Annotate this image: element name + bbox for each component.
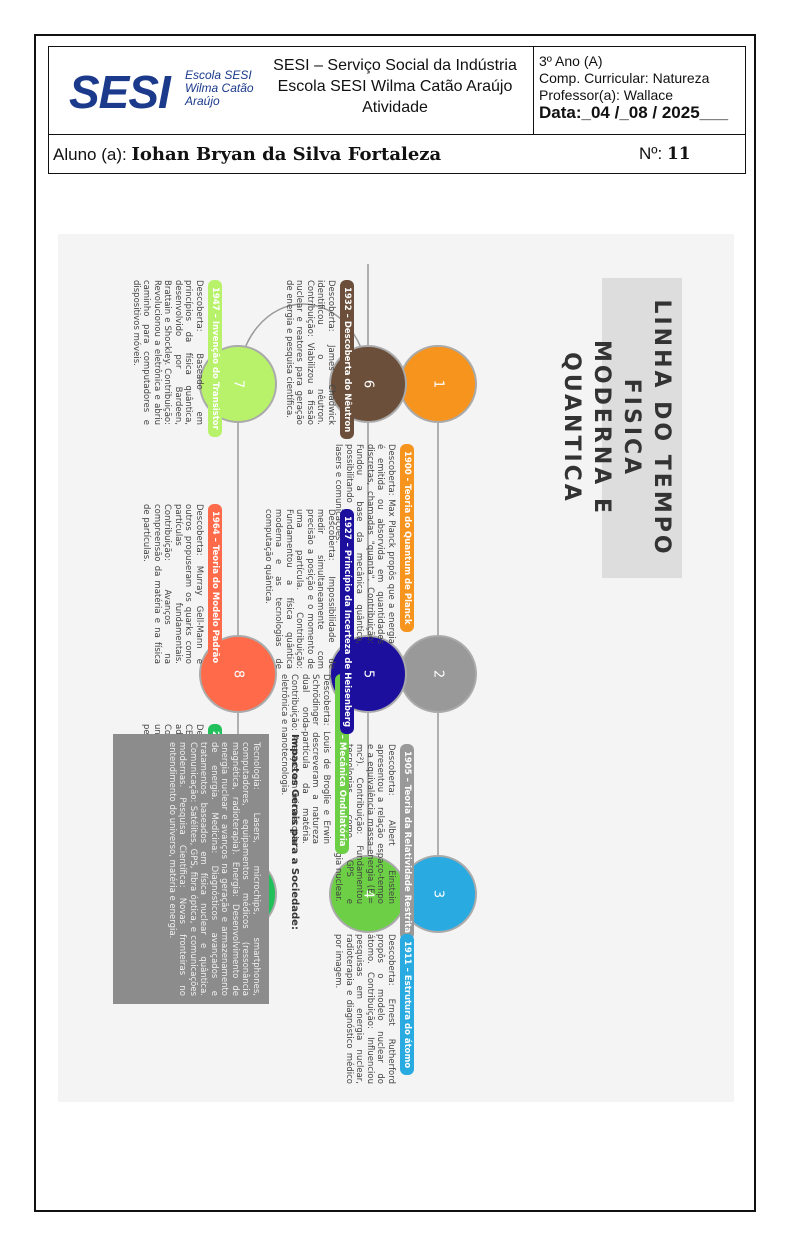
- event-tag: 1900 - Teoria do Quantum de Planck: [400, 444, 414, 632]
- student-number: 11: [666, 144, 691, 164]
- school-line: Escola SESI Wilma Catão Araújo: [277, 78, 513, 95]
- event-number-6: 6: [361, 380, 376, 388]
- event-description: Descoberta: Ernest Rutherford propôs o m…: [333, 934, 397, 1084]
- event-card-7: 1947 – Invenção do Transistor Descoberta:…: [131, 280, 227, 437]
- timeline-poster: 123456789 LINHA DO TEMPO FISICA MODERNA …: [58, 234, 734, 1102]
- student-field: Aluno (a): Iohan Bryan da Silva Fortalez…: [53, 144, 442, 165]
- event-card-5: 1927 – Princípio da Incerteza de Heisenb…: [263, 509, 359, 735]
- impact-title: Impactos Gerais para a Sociedade:: [289, 734, 300, 930]
- event-description: Descoberta: Murray Gell-Mann e outros pr…: [141, 504, 205, 664]
- event-number-1: 1: [431, 380, 446, 388]
- event-card-6: 1932 – Descoberta do Nêutron Descoberta: …: [284, 280, 359, 440]
- number-field: Nº: 11: [639, 144, 691, 164]
- event-tag: 1927 – Princípio da Incerteza de Heisenb…: [340, 509, 354, 735]
- title-panel: [602, 278, 682, 578]
- event-tag: 1947 – Invenção do Transistor: [208, 280, 222, 437]
- poster-title: LINHA DO TEMPO FISICA MODERNA E QUANTICA: [559, 299, 674, 557]
- impact-box: Tecnologia: Lasers, microchips, smartpho…: [113, 734, 269, 1004]
- event-tag: 1932 – Descoberta do Nêutron: [340, 280, 354, 440]
- teacher-line: Professor(a): Wallace: [539, 87, 674, 103]
- event-number-7: 7: [231, 380, 246, 388]
- event-number-5: 5: [361, 670, 376, 678]
- class-info-block: 3º Ano (A) Comp. Curricular: Natureza Pr…: [533, 47, 745, 135]
- event-number-8: 8: [231, 670, 246, 678]
- event-number-3: 3: [431, 890, 446, 898]
- event-description: Descoberta: Impossibilidade de medir sim…: [263, 509, 336, 669]
- activity-line: Atividade: [362, 99, 428, 116]
- subject-line: Comp. Curricular: Natureza: [539, 70, 710, 86]
- logo-subtitle: Escola SESI Wilma Catão Araújo: [185, 68, 254, 108]
- grade-line: 3º Ano (A): [539, 53, 603, 69]
- event-tag: 1964 – Teoria do Modelo Padrão: [208, 504, 222, 671]
- event-card-3: 1911 – Estrutura do átomo Descoberta: Ern…: [333, 934, 418, 1084]
- page-frame: [34, 34, 756, 1212]
- student-name: Iohan Bryan da Silva Fortaleza: [131, 144, 442, 165]
- event-tag: 1911 – Estrutura do átomo: [400, 934, 414, 1076]
- institution-line: SESI – Serviço Social da Indústria: [273, 57, 517, 74]
- logo-text: SESI: [69, 66, 171, 118]
- event-number-4: 4: [361, 890, 376, 898]
- impact-section: Impactos Gerais para a Sociedade: Tecnol…: [113, 734, 300, 1004]
- event-card-8: 1964 – Teoria do Modelo Padrão Descoberta…: [141, 504, 226, 671]
- sesi-logo: SESI Escola SESI Wilma Catão Araújo: [61, 61, 261, 125]
- school-name-block: SESI – Serviço Social da Indústria Escol…: [257, 55, 533, 118]
- date-line: Data:_04 /_08 / 2025___: [539, 103, 729, 122]
- student-row: Aluno (a): Iohan Bryan da Silva Fortalez…: [49, 135, 745, 173]
- header-top-row: SESI Escola SESI Wilma Catão Araújo SESI…: [49, 47, 745, 135]
- event-tag: 1905 – Teoria da Relatividade Restrita: [400, 744, 414, 941]
- event-description: Descoberta: Baseado em princípios da fís…: [131, 280, 204, 425]
- event-number-2: 2: [431, 670, 446, 678]
- document-header: SESI Escola SESI Wilma Catão Araújo SESI…: [48, 46, 746, 174]
- event-description: Descoberta: James Chadwick identificou o…: [284, 280, 336, 425]
